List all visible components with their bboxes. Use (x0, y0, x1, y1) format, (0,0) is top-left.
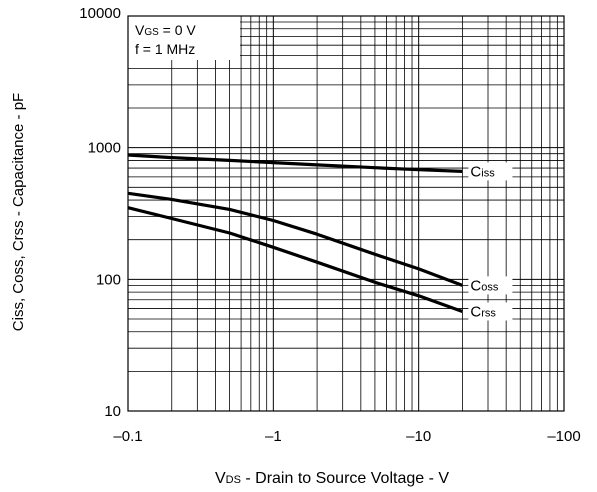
series-line-coss (127, 191, 463, 287)
plot-border (127, 15, 565, 412)
series-line-ciss (127, 153, 463, 173)
series-labels: Ciss Coss Crss (468, 162, 513, 321)
series-label-ciss: Ciss (470, 163, 495, 180)
series-label-coss: Coss (470, 277, 498, 294)
series-label-bg (468, 162, 513, 181)
y-tick-label: 10000 (79, 5, 121, 22)
series-label-crss: Crss (470, 303, 496, 320)
condition-line: f = 1 MHz (135, 41, 195, 57)
x-tick-label: –100 (547, 428, 580, 445)
x-tick-label: –10 (406, 428, 431, 445)
series-line-crss (127, 206, 463, 314)
x-axis-ticks: –0.1 –1 –10 –100 (113, 428, 580, 445)
x-tick-label: –1 (265, 428, 282, 445)
y-tick-label: 1000 (88, 140, 121, 157)
y-axis-ticks: 10 100 1000 10000 (79, 5, 121, 420)
series-label-bg (468, 276, 513, 295)
series-label-bg (468, 302, 513, 321)
y-axis-label: Ciss, Coss, Crss - Capacitance - pF (10, 93, 27, 331)
grid-lines (127, 16, 564, 412)
x-axis-label: VDS - Drain to Source Voltage - V (215, 470, 449, 487)
y-tick-label: 100 (96, 271, 121, 288)
condition-line: VGS = 0 V (135, 22, 196, 38)
x-tick-label: –0.1 (113, 428, 142, 445)
series-layer (127, 153, 463, 314)
y-tick-label: 10 (104, 403, 121, 420)
test-conditions: VGS = 0 V f = 1 MHz (135, 22, 196, 57)
conditions-box (128, 16, 240, 60)
